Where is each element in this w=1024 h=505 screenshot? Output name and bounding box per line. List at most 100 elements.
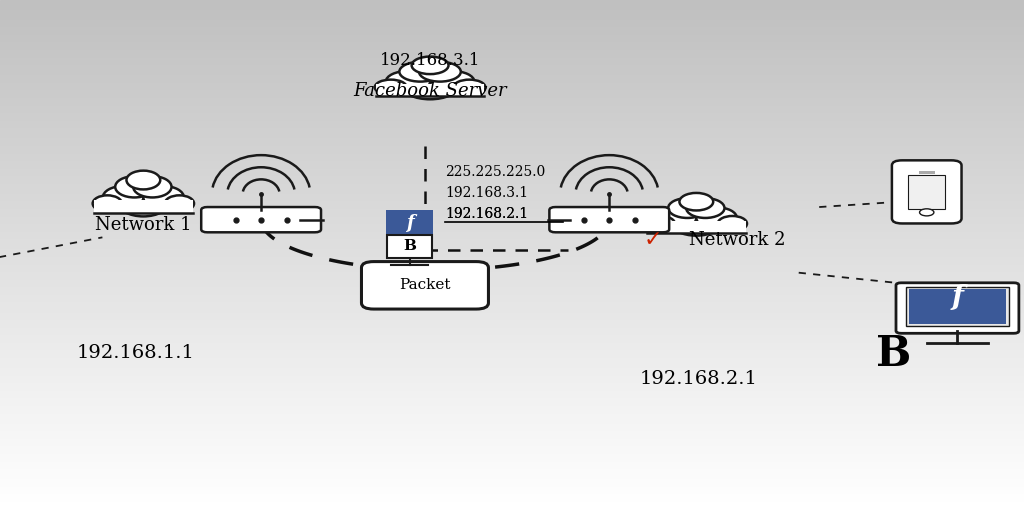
Bar: [0, 3, 1024, 5]
Text: f: f: [406, 214, 414, 232]
Bar: [0, 439, 1024, 442]
Ellipse shape: [116, 176, 154, 197]
Ellipse shape: [668, 198, 707, 218]
Bar: [0, 300, 1024, 303]
Bar: [0, 311, 1024, 313]
Bar: [0, 129, 1024, 131]
Bar: [0, 227, 1024, 230]
Bar: [0, 15, 1024, 18]
Bar: [0, 384, 1024, 386]
Ellipse shape: [412, 57, 449, 74]
Text: Facebook Server: Facebook Server: [353, 82, 507, 100]
Ellipse shape: [718, 216, 748, 231]
Bar: [0, 83, 1024, 86]
Bar: [0, 98, 1024, 101]
Bar: [0, 157, 1024, 159]
Bar: [0, 172, 1024, 174]
Ellipse shape: [143, 186, 184, 209]
Bar: [0, 73, 1024, 76]
Text: B: B: [877, 332, 911, 375]
Bar: [376, 84, 484, 97]
Bar: [0, 414, 1024, 417]
Bar: [0, 348, 1024, 351]
Bar: [0, 205, 1024, 207]
Bar: [0, 250, 1024, 252]
Bar: [0, 220, 1024, 222]
Bar: [0, 361, 1024, 364]
Ellipse shape: [430, 71, 474, 92]
Bar: [0, 187, 1024, 189]
Bar: [0, 298, 1024, 300]
Bar: [0, 462, 1024, 465]
Bar: [0, 182, 1024, 184]
Ellipse shape: [165, 195, 195, 212]
Bar: [0, 290, 1024, 293]
Ellipse shape: [401, 72, 459, 99]
FancyBboxPatch shape: [386, 211, 433, 236]
FancyBboxPatch shape: [201, 207, 322, 232]
Text: 225.225.225.0: 225.225.225.0: [445, 165, 546, 179]
Bar: [0, 381, 1024, 384]
Bar: [0, 230, 1024, 232]
Bar: [0, 48, 1024, 50]
Bar: [0, 124, 1024, 126]
Bar: [0, 255, 1024, 258]
FancyBboxPatch shape: [387, 235, 432, 258]
Bar: [0, 407, 1024, 409]
FancyBboxPatch shape: [896, 283, 1019, 333]
Ellipse shape: [686, 198, 725, 218]
Bar: [0, 343, 1024, 346]
Bar: [0, 66, 1024, 68]
Bar: [0, 56, 1024, 58]
Bar: [0, 149, 1024, 152]
Bar: [0, 434, 1024, 437]
Bar: [0, 354, 1024, 356]
Bar: [0, 477, 1024, 480]
Ellipse shape: [133, 176, 172, 197]
Bar: [0, 144, 1024, 146]
Bar: [0, 152, 1024, 154]
Bar: [0, 374, 1024, 376]
Bar: [0, 126, 1024, 129]
Bar: [0, 10, 1024, 13]
Bar: [0, 134, 1024, 136]
Bar: [0, 306, 1024, 308]
Bar: [0, 412, 1024, 414]
Bar: [0, 359, 1024, 361]
Ellipse shape: [696, 208, 737, 229]
Bar: [0, 131, 1024, 134]
Bar: [0, 119, 1024, 121]
Bar: [0, 278, 1024, 280]
Bar: [0, 109, 1024, 111]
Bar: [647, 221, 745, 233]
Bar: [919, 172, 935, 175]
Bar: [0, 0, 1024, 3]
Bar: [0, 417, 1024, 419]
Ellipse shape: [646, 216, 675, 231]
Bar: [0, 409, 1024, 412]
Bar: [0, 194, 1024, 197]
Ellipse shape: [399, 62, 441, 82]
Bar: [0, 242, 1024, 245]
Bar: [0, 457, 1024, 460]
Bar: [0, 442, 1024, 444]
Bar: [0, 321, 1024, 323]
Bar: [0, 114, 1024, 116]
Bar: [0, 356, 1024, 359]
Bar: [0, 419, 1024, 422]
Bar: [0, 93, 1024, 96]
Bar: [0, 38, 1024, 40]
Bar: [0, 490, 1024, 492]
Bar: [0, 212, 1024, 215]
Bar: [0, 159, 1024, 162]
Bar: [0, 437, 1024, 439]
Bar: [0, 207, 1024, 210]
Bar: [0, 252, 1024, 255]
Bar: [0, 432, 1024, 434]
Bar: [0, 179, 1024, 182]
Text: Network 1: Network 1: [95, 216, 191, 234]
Bar: [0, 61, 1024, 63]
Bar: [0, 68, 1024, 71]
Text: Packet: Packet: [399, 278, 451, 292]
Bar: [0, 492, 1024, 495]
